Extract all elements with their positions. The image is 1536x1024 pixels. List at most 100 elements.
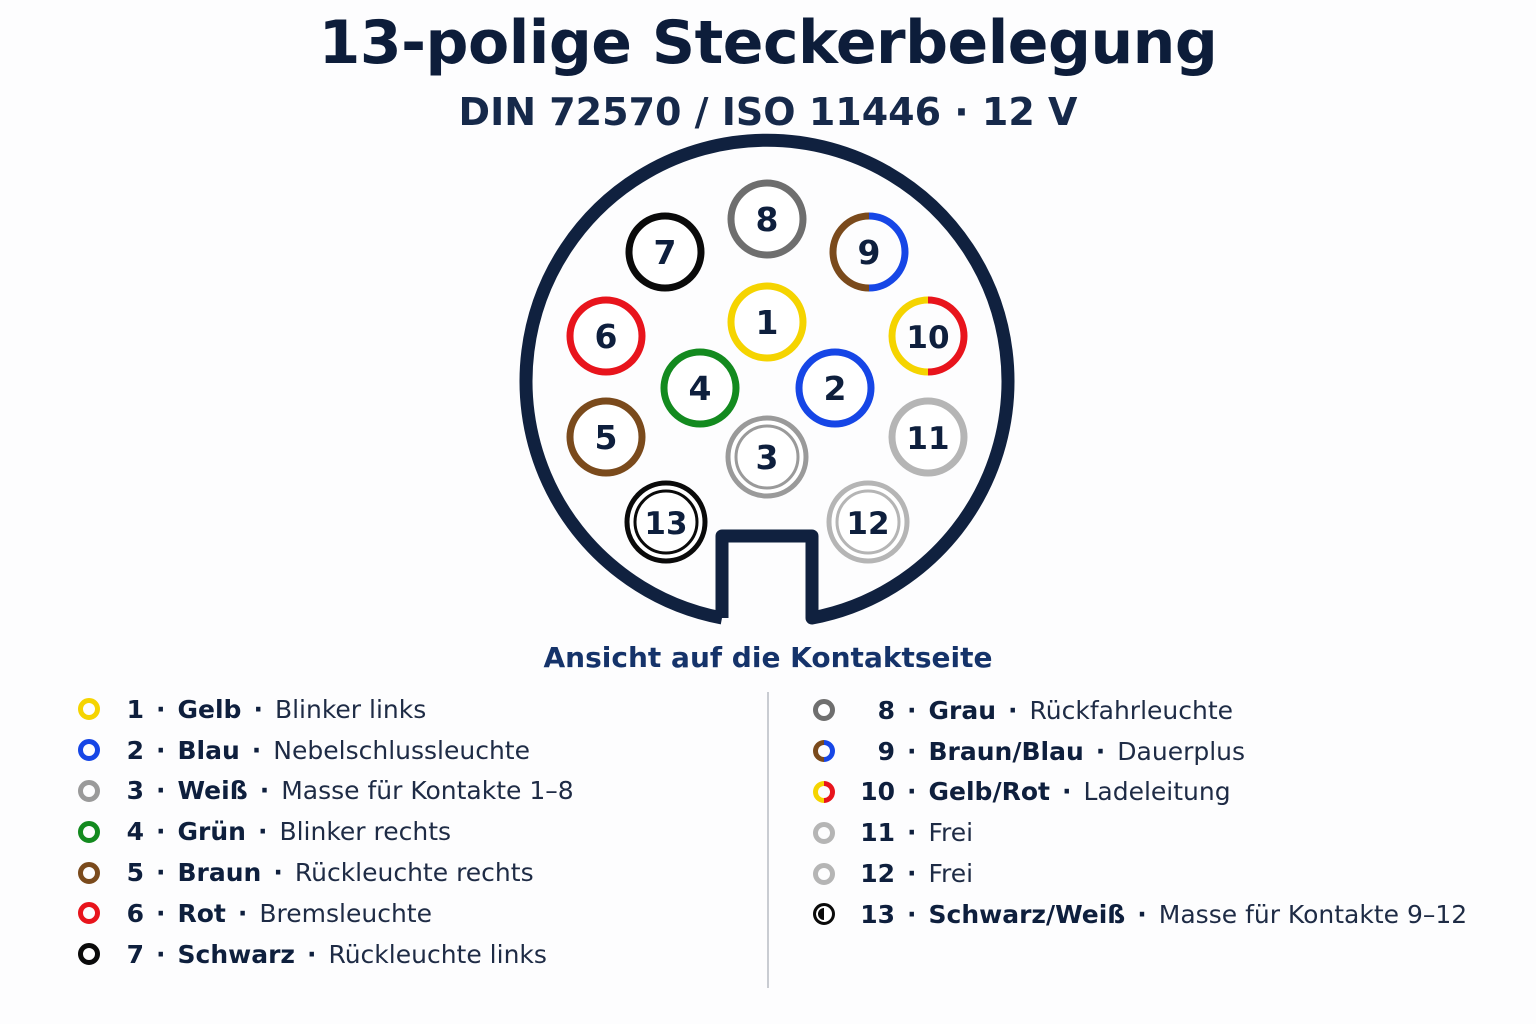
legend-row-12: 12 · Frei (813, 853, 1467, 894)
legend-color-icon (78, 779, 100, 802)
legend-row-6: 6 · Rot · Bremsleuchte (78, 893, 574, 934)
legend-color-icon (78, 820, 100, 843)
legend-row-3: 3 · Weiß · Masse für Kontakte 1–8 (78, 771, 574, 812)
legend-separator: · (253, 694, 263, 724)
pin-number: 5 (595, 418, 618, 457)
legend-color-name: Schwarz/Weiß (928, 899, 1126, 929)
pin-ring (625, 212, 705, 292)
legend-separator: · (1137, 899, 1147, 929)
pin-10: 10 (888, 296, 968, 376)
pin-12: 12 (826, 480, 910, 564)
pin-number: 13 (644, 506, 687, 542)
pin-7: 7 (625, 212, 705, 292)
legend-function: Frei (928, 859, 974, 889)
legend-separator: · (907, 859, 917, 889)
pin-number: 12 (846, 506, 889, 542)
legend-color-icon (813, 780, 835, 803)
legend-separator: · (259, 776, 270, 806)
legend-left-column: 1 · Gelb · Blinker links 2 · Blau · Nebelschlussl… (78, 689, 574, 975)
pin-number: 9 (858, 233, 881, 272)
pin-number: 1 (756, 303, 779, 342)
legend-divider (767, 692, 769, 988)
legend-row-9: 9 · Braun/Blau · Dauerplus (813, 731, 1467, 772)
legend-separator: · (156, 939, 166, 969)
pin-3: 3 (725, 415, 809, 499)
legend-row-10: 10 · Gelb/Rot · Ladeleitung (813, 772, 1467, 813)
legend-pin-number: 10 (860, 777, 895, 807)
pin-ring (566, 296, 646, 376)
pin-number: 7 (654, 233, 677, 272)
pin-ring (566, 397, 646, 477)
legend-separator: · (156, 776, 166, 806)
pin-number: 3 (756, 438, 779, 477)
legend-color-icon (78, 861, 100, 884)
legend-row-5: 5 · Braun · Rückleuchte rechts (78, 852, 574, 893)
legend-color-icon (78, 739, 100, 762)
legend-pin-number: 13 (860, 899, 895, 929)
legend-separator: · (907, 777, 917, 807)
pin-2: 2 (795, 348, 875, 428)
legend-color-name: Braun/Blau (928, 736, 1084, 766)
legend-function: Masse für Kontakte 9–12 (1158, 899, 1468, 929)
legend-function: Blinker links (274, 694, 427, 724)
legend-function: Ladeleitung (1083, 777, 1231, 807)
pin-11: 11 (888, 397, 968, 477)
legend-pin-number: 3 (126, 776, 144, 806)
pin-ring-inner (835, 489, 901, 555)
legend-function: Nebelschlussleuchte (273, 735, 530, 765)
legend-color-name: Braun (177, 858, 262, 888)
legend-right-column: 8 · Grau · Rückfahrleuchte 9 · Braun/Blau · Dauer… (813, 690, 1467, 935)
pin-number: 11 (906, 421, 949, 457)
legend-pin-number: 4 (126, 817, 144, 847)
legend-pin-number: 5 (126, 858, 144, 888)
legend-color-name: Weiß (177, 776, 248, 806)
pin-ring-right (927, 296, 968, 376)
legend-row-11: 11 · Frei (813, 812, 1467, 853)
legend-color-name: Grün (177, 817, 246, 847)
pin-8: 8 (727, 179, 807, 259)
page-subtitle: DIN 72570 / ISO 11446 · 12 V (458, 90, 1078, 134)
legend-function: Rückleuchte rechts (294, 858, 534, 888)
legend-function: Blinker rechts (279, 817, 452, 847)
pin-ring-left (829, 212, 870, 292)
legend-separator: · (156, 735, 166, 765)
pin-ring-right (868, 212, 909, 292)
legend-separator: · (156, 898, 166, 928)
legend-separator: · (1095, 736, 1106, 766)
pin-ring (660, 348, 740, 428)
legend-separator: · (237, 898, 248, 928)
legend-color-icon (78, 698, 100, 721)
legend-pin-number: 11 (860, 818, 895, 848)
legend-color-icon (813, 862, 835, 885)
legend-pin-number: 7 (126, 939, 144, 969)
pin-ring (727, 179, 807, 259)
pin-number: 6 (595, 317, 618, 356)
connector-outline (519, 133, 1015, 625)
legend-pin-number: 1 (126, 694, 144, 724)
pin-1: 1 (727, 282, 807, 362)
pin-5: 5 (566, 397, 646, 477)
legend-separator: · (156, 858, 166, 888)
legend-pin-number: 12 (860, 859, 895, 889)
pin-ring-left (888, 296, 929, 376)
legend-separator: · (907, 899, 917, 929)
legend-color-name: Blau (177, 735, 240, 765)
page-title: 13-polige Steckerbelegung (318, 8, 1218, 78)
legend-function: Bremsleuchte (259, 898, 432, 928)
legend-separator: · (156, 694, 166, 724)
legend-separator: · (907, 736, 917, 766)
legend-color-name: Grau (928, 695, 997, 725)
legend-color-icon (813, 740, 835, 763)
legend-separator: · (257, 817, 268, 847)
legend-separator: · (907, 818, 917, 848)
legend-color-icon (813, 821, 835, 844)
legend-function: Masse für Kontakte 1–8 (281, 776, 574, 806)
pin-number: 8 (756, 200, 779, 239)
legend-row-13: 13 · Schwarz/Weiß · Masse für Kontakte 9–12 (813, 894, 1467, 935)
legend-separator: · (1061, 777, 1072, 807)
legend-separator: · (1008, 695, 1018, 725)
pin-ring-inner (734, 424, 800, 490)
legend-color-icon (813, 903, 835, 926)
legend-color-icon (813, 699, 835, 722)
pin-ring (727, 282, 807, 362)
